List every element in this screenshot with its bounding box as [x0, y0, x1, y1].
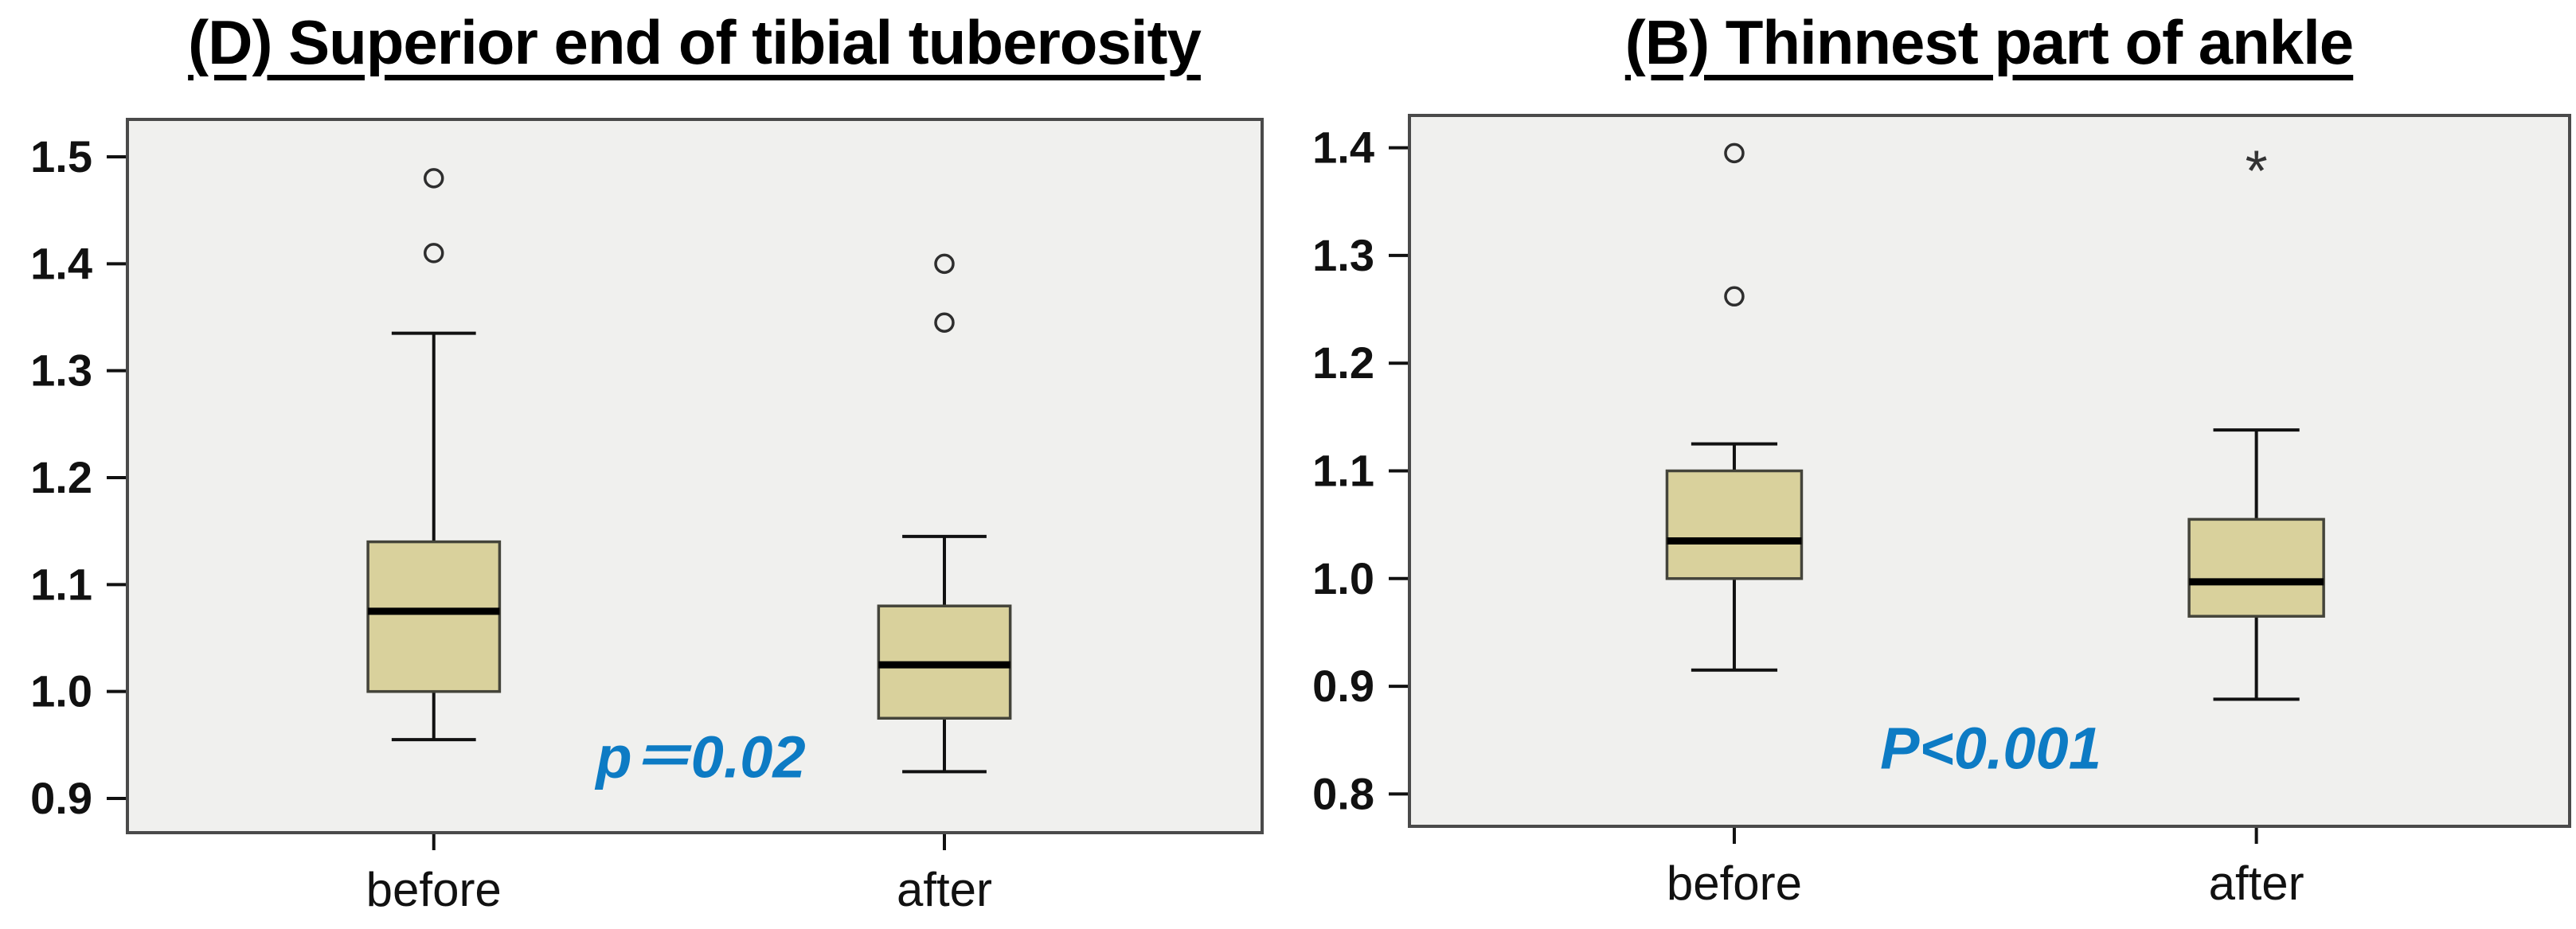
x-category-label: after — [2209, 857, 2304, 910]
y-tick-label: 1.1 — [30, 559, 92, 609]
p-value-annotation-right: P<0.001 — [1880, 715, 2101, 782]
outlier-circle — [1724, 142, 1745, 164]
panel-title-left: (D) Superior end of tibial tuberosity — [188, 7, 1202, 77]
outlier-star: * — [2246, 139, 2268, 203]
y-tick-label: 1.0 — [30, 666, 92, 716]
box-iqr — [366, 540, 502, 693]
y-tick-label: 1.2 — [30, 452, 92, 502]
box-iqr — [1665, 469, 1804, 580]
box-iqr — [2187, 517, 2325, 618]
y-tick-label: 1.5 — [30, 131, 92, 182]
y-tick-label: 1.1 — [1312, 446, 1374, 496]
x-category-label: after — [897, 863, 992, 916]
outlier-circle — [1724, 286, 1745, 307]
x-category-label: before — [366, 863, 502, 916]
y-tick-label: 0.9 — [30, 773, 92, 823]
outlier-circle — [934, 253, 955, 275]
y-tick-label: 0.8 — [1312, 768, 1374, 818]
outlier-circle — [424, 168, 444, 189]
y-tick-label: 1.4 — [1312, 123, 1374, 173]
y-tick-label: 1.2 — [1312, 338, 1374, 388]
plot-area — [127, 119, 1262, 833]
panel-title-right: (B) Thinnest part of ankle — [1624, 7, 2354, 77]
y-tick-label: 1.3 — [1312, 230, 1374, 280]
plot-border — [1408, 114, 2571, 828]
y-tick-label: 1.4 — [30, 238, 92, 288]
y-tick-label: 0.9 — [1312, 661, 1374, 711]
outlier-circle — [424, 243, 444, 263]
plot-area — [1409, 115, 2570, 826]
y-tick-label: 1.3 — [30, 345, 92, 396]
p-value-annotation-left: p＝0.02 — [596, 724, 806, 790]
x-category-label: before — [1667, 857, 1802, 910]
y-tick-label: 1.0 — [1312, 553, 1374, 603]
outlier-circle — [934, 312, 955, 333]
plot-border — [126, 118, 1264, 834]
